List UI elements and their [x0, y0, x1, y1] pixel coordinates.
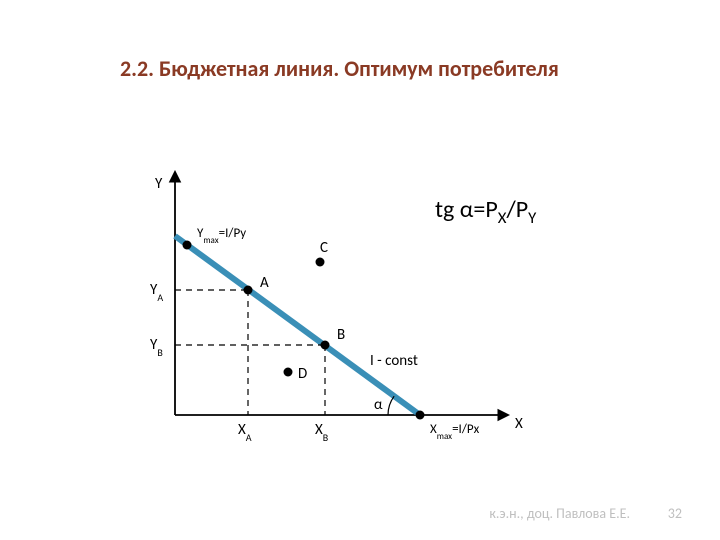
axis-label-xb: XB — [315, 421, 329, 444]
point-label-Xmax: Xmax=I/Px — [430, 422, 480, 442]
footer-page-number: 32 — [668, 505, 682, 522]
axis-label-x: X — [515, 415, 523, 433]
point-B — [321, 341, 330, 350]
axis-label-ya: YA — [150, 281, 163, 304]
angle-label: α — [374, 396, 383, 414]
point-D — [284, 368, 293, 377]
point-label-A: A — [260, 274, 269, 292]
point-label-D: D — [298, 365, 307, 383]
axis-label-xa: XA — [238, 421, 252, 444]
point-A — [244, 286, 253, 295]
slide-title: 2.2. Бюджетная линия. Оптимум потребител… — [120, 55, 559, 82]
point-Xmax — [416, 411, 425, 420]
point-label-B: B — [337, 326, 345, 344]
chart-svg: α Ymax=I/Py A B C D Xmax=I/Px Y X YA YB XA XB I - con… — [120, 170, 540, 450]
axis-label-yb: YB — [150, 336, 163, 359]
point-C — [316, 258, 325, 267]
footer-author: к.э.н., доц. Павлова Е.Е. — [489, 505, 630, 522]
annotation-0: I - const — [370, 352, 418, 370]
slide: 2.2. Бюджетная линия. Оптимум потребител… — [0, 0, 720, 540]
point-label-Ymax: Ymax=I/Py — [197, 226, 246, 246]
budget-line — [175, 236, 420, 415]
point-label-C: C — [320, 239, 328, 257]
point-Ymax — [183, 241, 192, 250]
budget-line-chart: α Ymax=I/Py A B C D Xmax=I/Px Y X YA YB XA XB I - con… — [120, 170, 540, 450]
axis-label-y: Y — [155, 175, 163, 193]
